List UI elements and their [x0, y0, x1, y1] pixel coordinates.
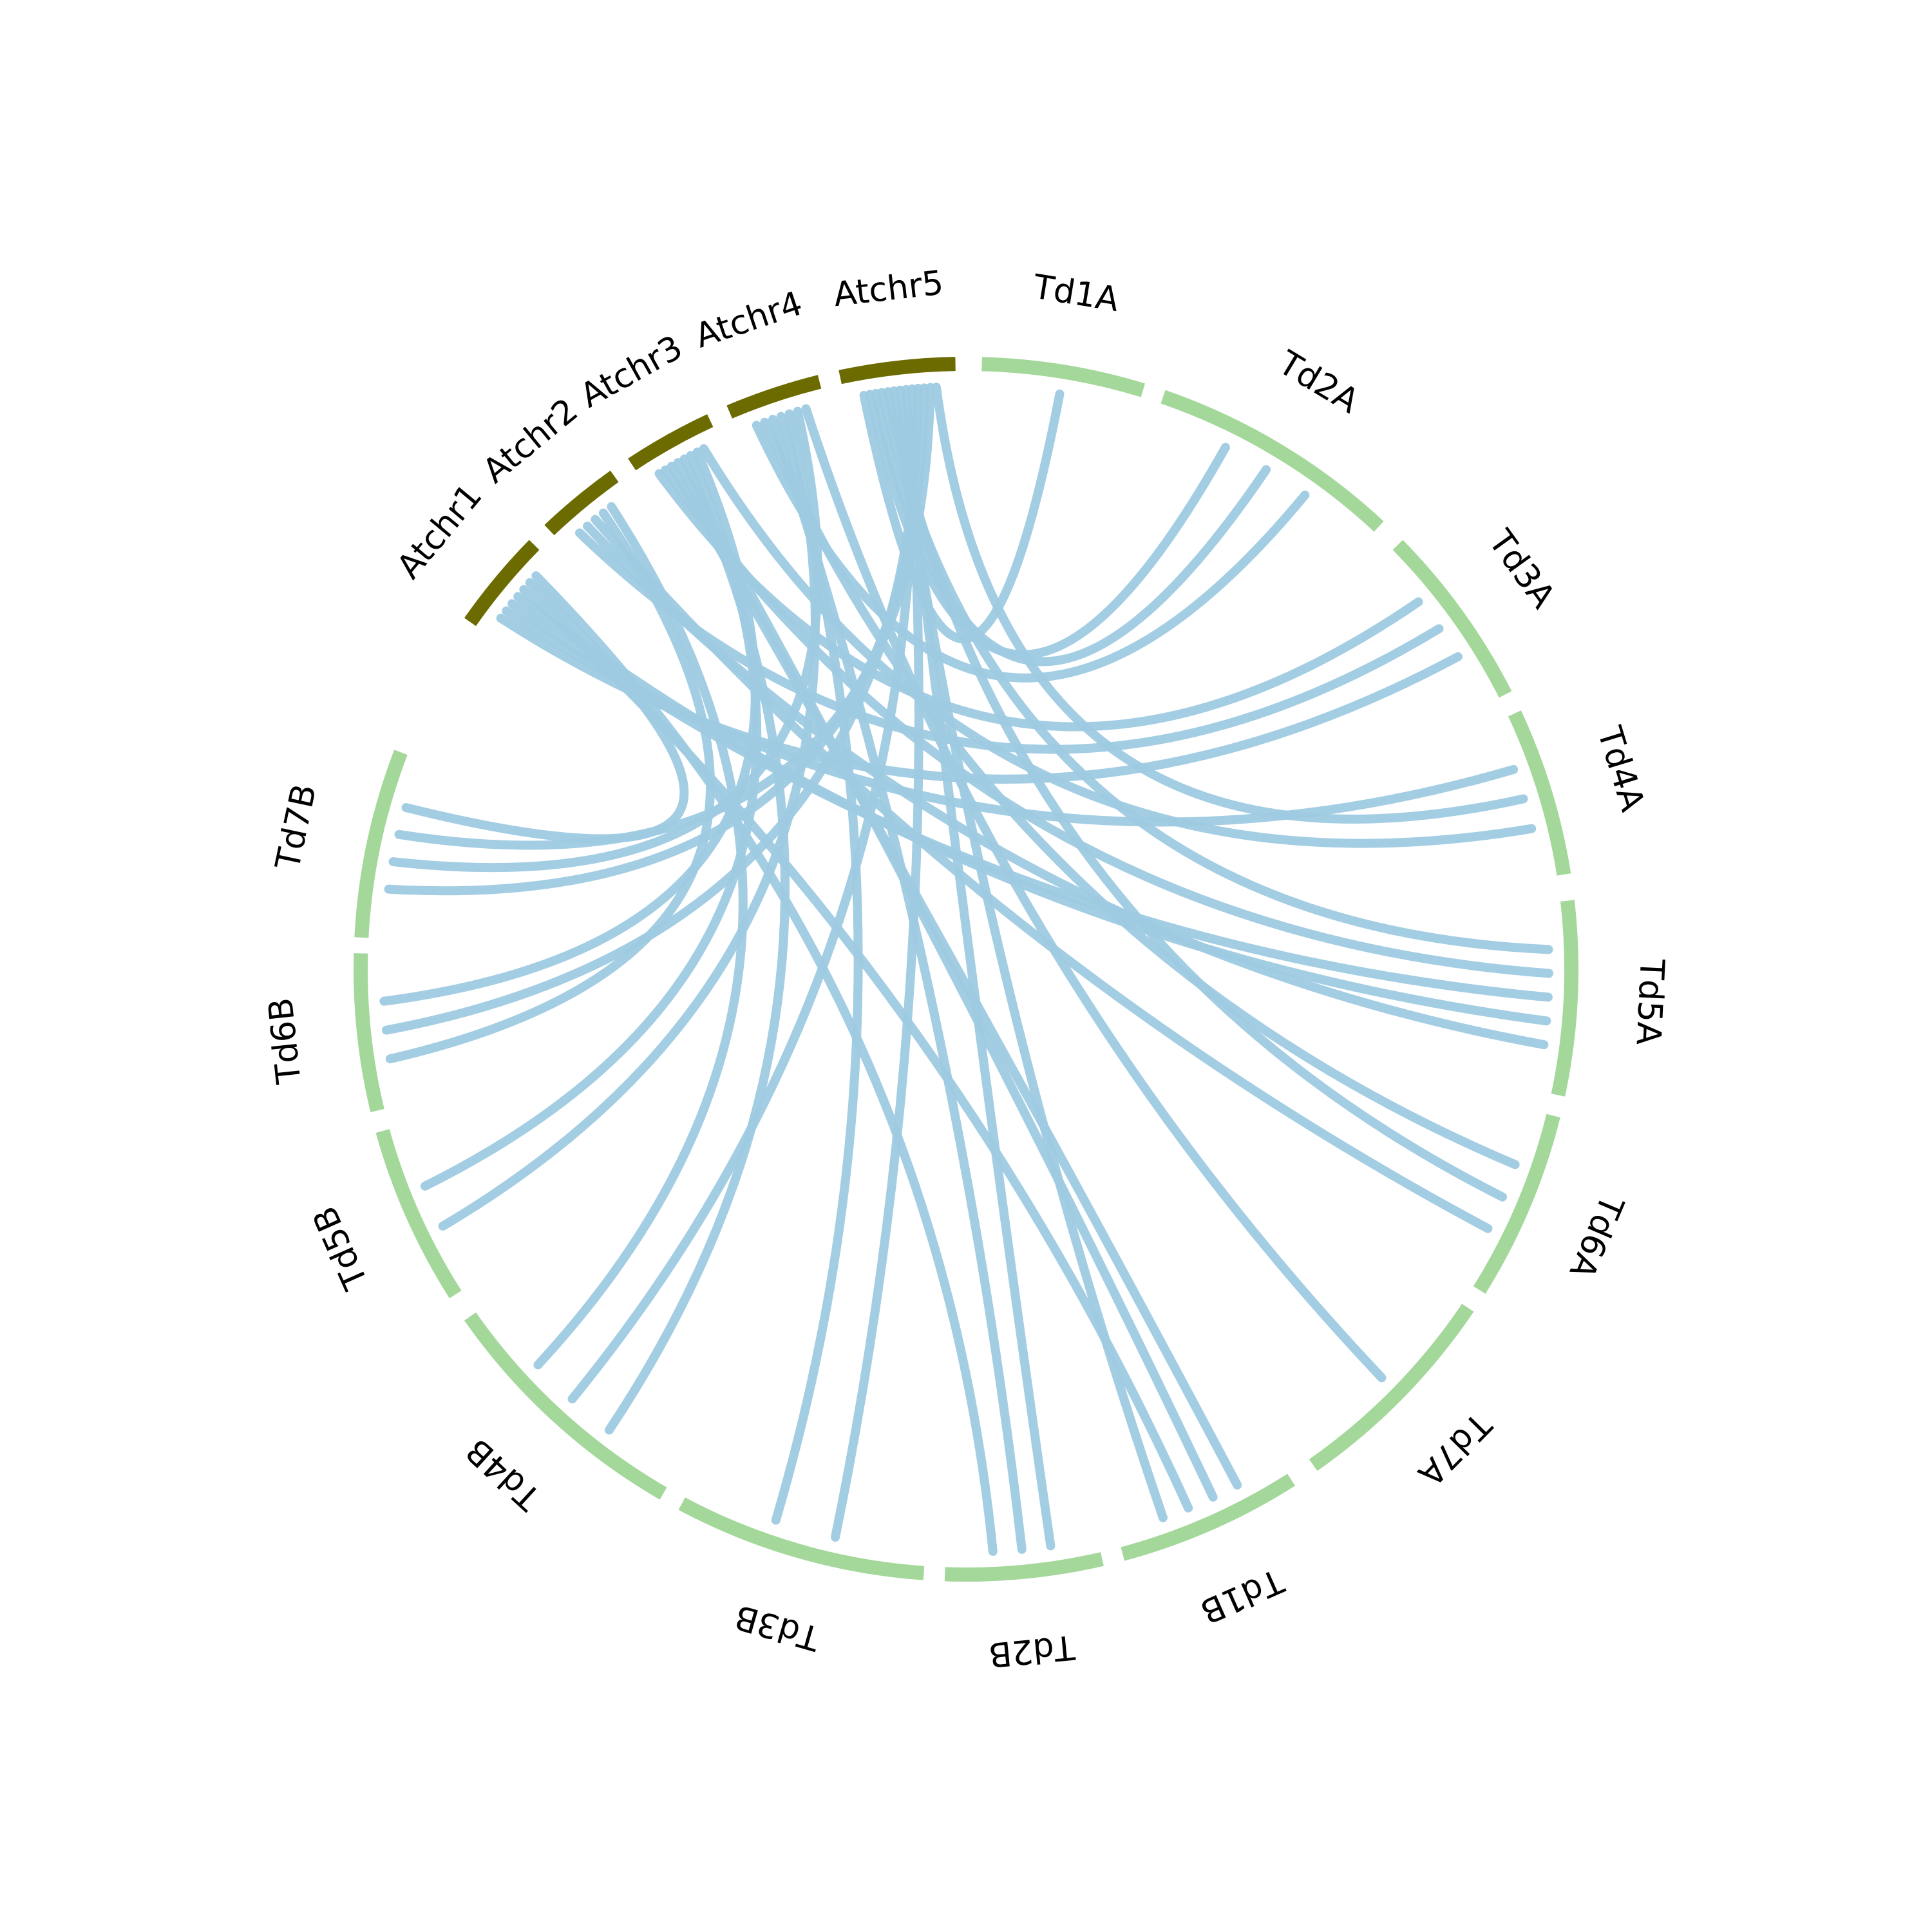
link-atchr1-td7b — [401, 578, 689, 844]
segment-arc-atchr2 — [544, 470, 619, 536]
segment-arc-td7a — [1309, 1303, 1474, 1472]
link-atchr5-td7b — [394, 383, 935, 850]
segment-arc-td4b — [464, 1312, 667, 1500]
segment-arc-td4a — [1508, 710, 1571, 876]
link-atchr3-td5b — [420, 451, 762, 1191]
segment-label-td7a: Td7A — [1410, 1405, 1499, 1493]
segment-arc-atchr1 — [464, 540, 540, 627]
segment-label-atchr1: Atchr1 — [390, 477, 490, 586]
link-atchr1-td5a — [513, 592, 1551, 1026]
link-atchr4-td6a — [760, 417, 1520, 1170]
link-atchr5-td6a — [883, 387, 1508, 1202]
link-atchr4-td7a — [801, 404, 1387, 1383]
segment-arc-td2a — [1160, 390, 1384, 532]
link-atchr5-td4a — [931, 383, 1528, 824]
link-atchr3-td1b — [673, 458, 1218, 1502]
segment-arc-td5a — [1551, 900, 1578, 1097]
link-atchr3-td4a — [699, 444, 1537, 848]
segment-arc-td6a — [1473, 1113, 1560, 1294]
segment-label-td3b: Td3B — [731, 1597, 825, 1658]
segment-label-td6b: Td6B — [261, 996, 309, 1086]
segment-label-td7b: Td7B — [269, 781, 325, 873]
segment-arc-atchr5 — [838, 357, 956, 384]
link-atchr2-td4b — [533, 502, 748, 1370]
segment-arc-atchr3 — [628, 414, 714, 471]
link-atchr4-td7b — [388, 406, 822, 873]
link-atchr5-td2b — [895, 385, 1056, 1551]
segment-label-td1a: Td1A — [1030, 267, 1122, 319]
segment-arc-td5b — [375, 1129, 462, 1298]
link-atchr2-td6a — [591, 515, 1493, 1233]
segment-label-td2a: Td2A — [1271, 343, 1365, 421]
segment-label-atchr3: Atchr3 — [574, 328, 689, 416]
segment-label-atchr5: Atchr5 — [831, 263, 945, 314]
segment-label-td5b: Td5B — [305, 1200, 376, 1295]
link-atchr1-td2b — [531, 571, 998, 1557]
segment-arc-td7b — [354, 750, 408, 938]
segment-label-atchr2: Atchr2 — [476, 391, 585, 491]
segment-arc-td6b — [354, 953, 384, 1113]
segment-label-td6a: Td6A — [1562, 1189, 1631, 1284]
segment-arc-td3a — [1392, 540, 1512, 698]
segment-label-td4b: Td4B — [459, 1431, 549, 1518]
segment-label-td2b: Td2B — [987, 1627, 1077, 1674]
link-atchr3-td5a — [661, 465, 1553, 978]
segment-arc-td1b — [1121, 1473, 1295, 1561]
links-layer — [379, 383, 1553, 1557]
segment-label-td5a: Td5A — [1629, 958, 1671, 1046]
segment-arc-atchr4 — [726, 375, 822, 419]
segments-layer — [354, 357, 1578, 1582]
segment-arc-td1a — [981, 357, 1146, 397]
segment-label-atchr4: Atchr4 — [690, 284, 807, 355]
segment-arc-td2b — [944, 1552, 1104, 1582]
segment-label-td1b: Td1B — [1195, 1560, 1289, 1631]
segment-label-td4a: Td4A — [1589, 722, 1652, 817]
link-atchr5-td3b — [831, 384, 923, 1542]
segment-label-td3a: Td3A — [1481, 522, 1562, 616]
segment-arc-td3b — [678, 1497, 925, 1580]
link-atchr4-td5b — [438, 409, 820, 1231]
